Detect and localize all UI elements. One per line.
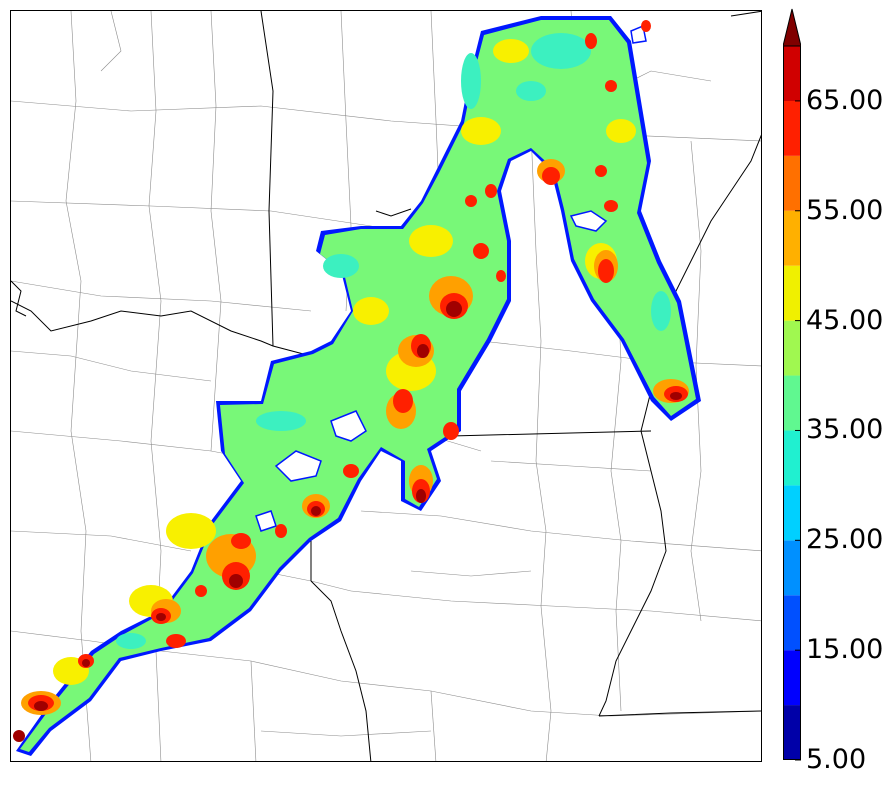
colorbar-bin — [783, 210, 801, 266]
colorbar-bin — [783, 705, 801, 760]
swath-fill — [20, 20, 696, 752]
colorbar-tick-label: 5.00 — [806, 744, 867, 775]
colorbar-bin — [783, 430, 801, 486]
colorbar-bin — [783, 540, 801, 596]
map-panel — [10, 10, 762, 762]
colorbar-extend-arrow — [782, 8, 802, 47]
colorbar-tick-label: 45.00 — [806, 304, 884, 336]
swath-hole — [274, 450, 322, 482]
colorbar-bin — [783, 485, 801, 541]
colorbar — [782, 8, 802, 762]
colorbar-bin — [783, 265, 801, 321]
reflectivity-swath — [13, 16, 701, 756]
swath-hole — [630, 24, 647, 44]
swath-hole — [255, 510, 277, 532]
colorbar-graphic — [782, 8, 802, 761]
colorbar-tick-label: 65.00 — [806, 84, 884, 116]
colorbar-bin — [783, 155, 801, 211]
colorbar-outline — [783, 45, 801, 760]
colorbar-bin — [783, 100, 801, 156]
map-canvas — [11, 11, 761, 761]
colorbar-bin — [783, 650, 801, 706]
colorbar-bin — [783, 375, 801, 431]
colorbar-tick-label: 55.00 — [806, 194, 884, 226]
colorbar-bin — [783, 595, 801, 651]
colorbar-tick-label: 15.00 — [806, 634, 884, 666]
colorbar-bin — [783, 46, 801, 101]
colorbar-tick-label: 25.00 — [806, 524, 884, 556]
swath-hole — [569, 210, 608, 232]
colorbar-tick-label: 35.00 — [806, 414, 884, 446]
swath-hole — [330, 410, 367, 442]
colorbar-bin — [783, 320, 801, 376]
